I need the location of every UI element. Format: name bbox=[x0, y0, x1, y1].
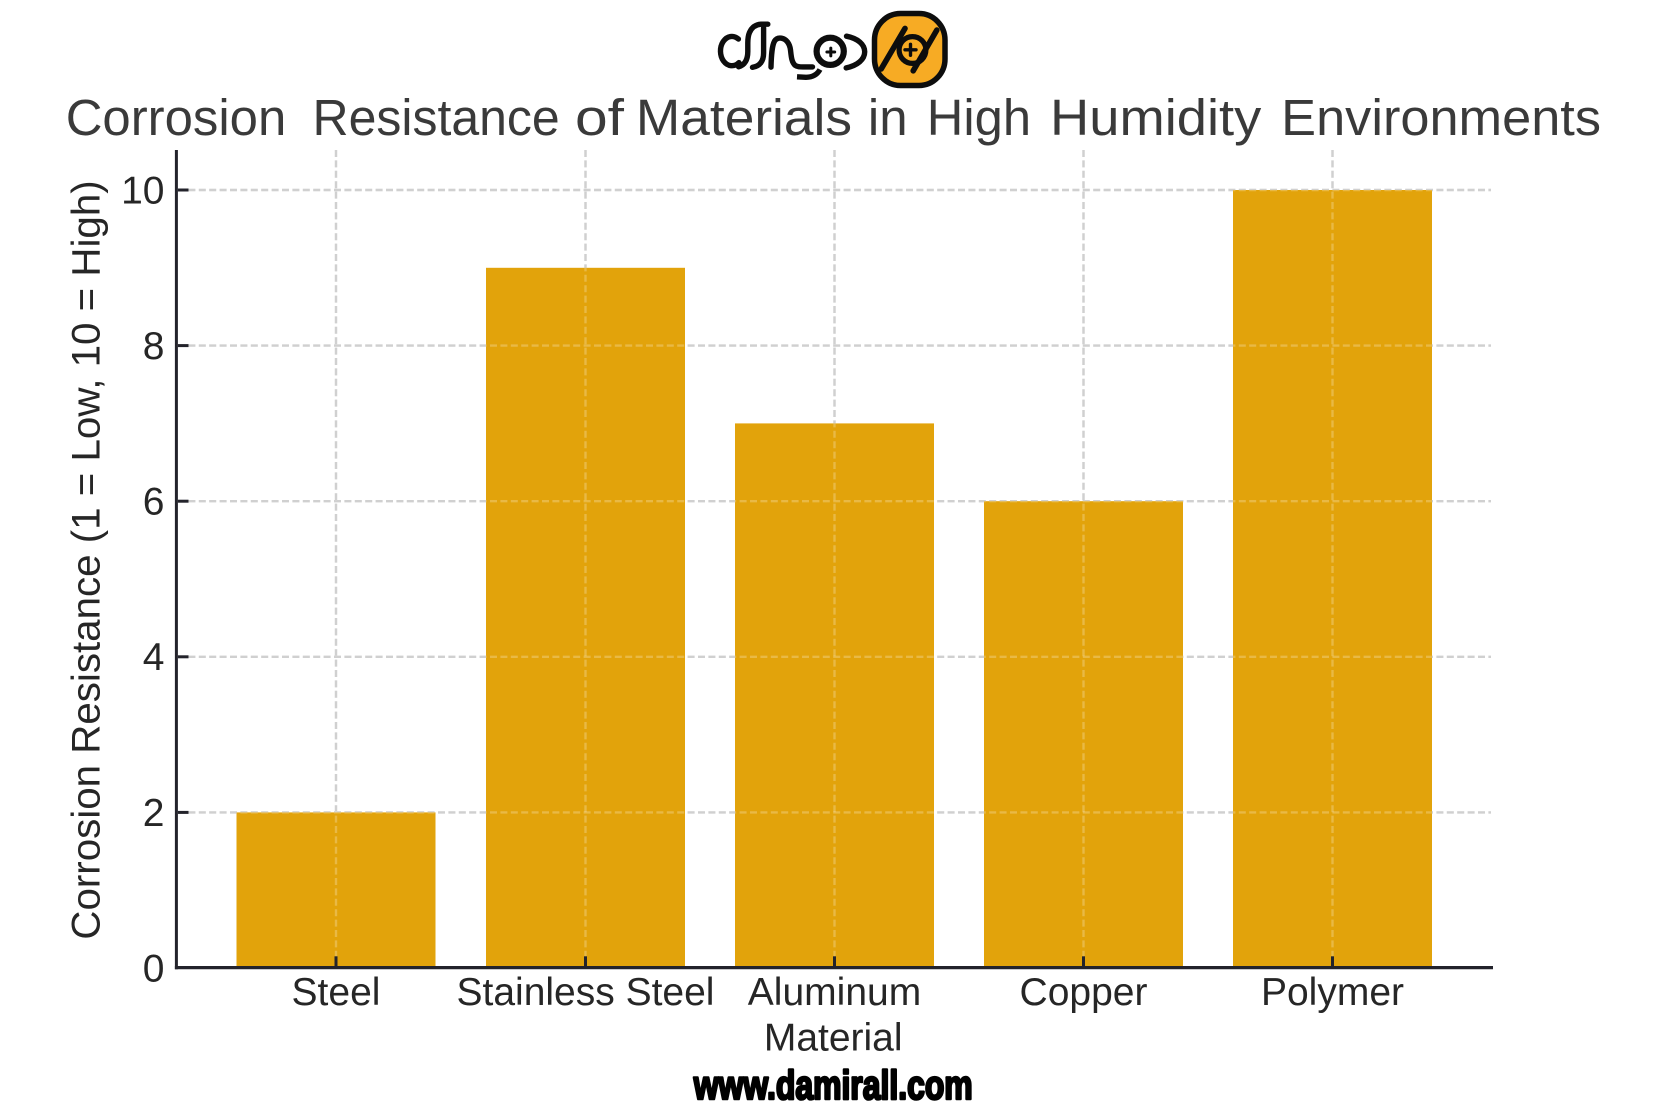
svg-text:in: in bbox=[868, 89, 908, 146]
svg-text:0: 0 bbox=[143, 947, 165, 990]
svg-text:High: High bbox=[927, 89, 1031, 146]
svg-text:Steel: Steel bbox=[292, 971, 381, 1014]
svg-text:10: 10 bbox=[121, 169, 164, 212]
svg-text:Humidity: Humidity bbox=[1050, 89, 1262, 146]
svg-text:8: 8 bbox=[143, 325, 165, 368]
svg-text:Corrosion Resistance (1 = Low,: Corrosion Resistance (1 = Low, 10 = High… bbox=[64, 180, 109, 939]
svg-text:6: 6 bbox=[143, 481, 165, 524]
svg-text:Polymer: Polymer bbox=[1261, 971, 1404, 1014]
svg-text:Environments: Environments bbox=[1281, 89, 1601, 146]
svg-text:Aluminum: Aluminum bbox=[748, 971, 921, 1014]
svg-text:2: 2 bbox=[143, 792, 165, 835]
svg-text:Material: Material bbox=[764, 1016, 903, 1059]
svg-text:Copper: Copper bbox=[1020, 971, 1148, 1014]
svg-text:Stainless Steel: Stainless Steel bbox=[457, 971, 715, 1014]
svg-text:Resistance: Resistance bbox=[313, 89, 560, 146]
svg-text:Materials: Materials bbox=[636, 89, 852, 146]
svg-text:4: 4 bbox=[143, 636, 165, 679]
svg-text:of: of bbox=[575, 89, 625, 146]
svg-text:Corrosion: Corrosion bbox=[66, 89, 287, 146]
svg-text:www.damirall.com: www.damirall.com bbox=[693, 1062, 973, 1108]
